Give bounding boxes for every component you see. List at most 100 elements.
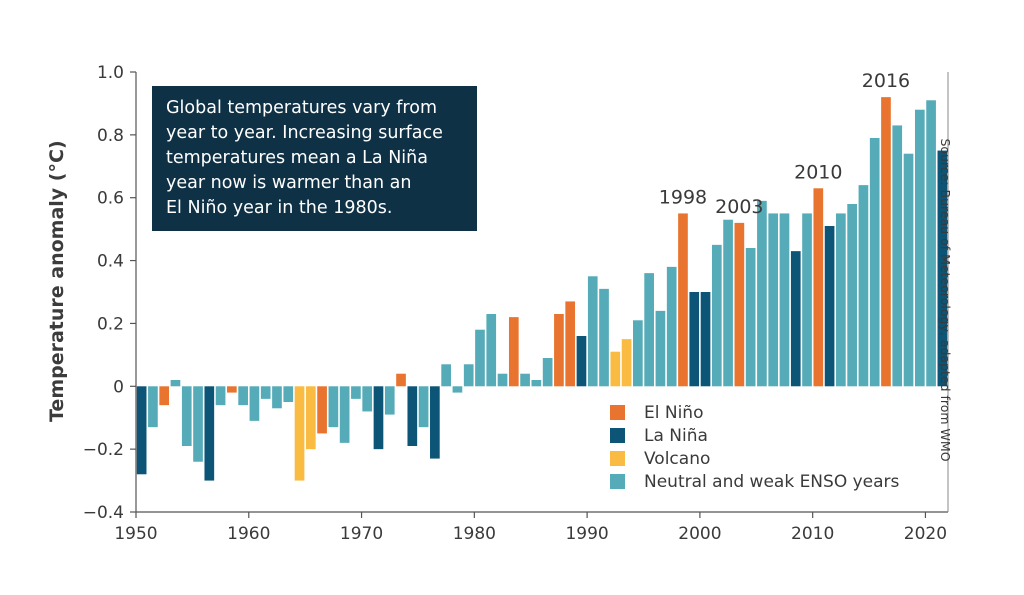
legend-label-neutral: Neutral and weak ENSO years — [644, 471, 900, 492]
bar-1969 — [351, 386, 361, 399]
x-tick-label: 1960 — [227, 524, 270, 544]
x-tick-label: 2000 — [678, 524, 721, 544]
bar-2010 — [813, 188, 824, 387]
bar-2004 — [745, 248, 756, 387]
annotation-box: Global temperatures vary from year to ye… — [152, 86, 477, 231]
bar-1996 — [655, 310, 666, 387]
legend: El Niño La Niña Volcano Neutral and weak… — [610, 401, 940, 493]
legend-item-neutral: Neutral and weak ENSO years — [610, 470, 940, 493]
bar-1976 — [430, 386, 440, 459]
bar-1995 — [644, 273, 654, 387]
bars-layer — [136, 97, 948, 481]
bar-1961 — [260, 386, 271, 399]
x-tick-label: 1990 — [565, 524, 608, 544]
legend-swatch-elnino — [610, 405, 625, 420]
bar-1992 — [610, 351, 621, 387]
bar-1964 — [294, 386, 305, 481]
bar-2019 — [914, 109, 925, 387]
bar-2012 — [836, 213, 846, 387]
bar-1985 — [531, 380, 542, 387]
bar-1994 — [633, 320, 643, 387]
bar-1965 — [305, 386, 316, 450]
y-tick-label: 0.2 — [97, 314, 124, 334]
bar-2005 — [757, 200, 767, 387]
bar-2014 — [858, 185, 869, 387]
bar-1950 — [136, 386, 147, 475]
bar-1967 — [328, 386, 339, 428]
y-axis-label: Temperature anomaly (°C) — [46, 140, 68, 422]
bar-2017 — [892, 125, 903, 387]
bar-2003 — [734, 222, 745, 387]
bar-2009 — [802, 213, 812, 387]
bar-1959 — [238, 386, 248, 406]
bar-1971 — [373, 386, 384, 450]
bar-2000 — [700, 292, 711, 387]
bar-2008 — [790, 251, 801, 387]
y-tick-label: −0.2 — [83, 440, 124, 460]
bar-1978 — [452, 386, 463, 393]
legend-item-elnino: El Niño — [610, 401, 940, 424]
bar-1999 — [689, 292, 700, 387]
year-labels-layer: 1998 2003 2010 2016 — [659, 70, 910, 218]
bar-1988 — [565, 301, 576, 387]
source-note: Source: Bureau of Meteorology, adapted f… — [938, 138, 953, 462]
bar-1970 — [362, 386, 373, 412]
y-tick-label: 1.0 — [97, 63, 124, 83]
bar-1998 — [678, 213, 688, 387]
legend-label-elnino: El Niño — [644, 402, 704, 423]
bar-1973 — [396, 373, 406, 387]
bar-1968 — [339, 386, 350, 443]
x-tick-label: 1970 — [340, 524, 383, 544]
bar-1954 — [181, 386, 192, 446]
bar-2015 — [869, 138, 880, 387]
bar-1990 — [587, 276, 598, 387]
bar-1981 — [486, 314, 497, 387]
bar-1963 — [283, 386, 294, 402]
year-label-1998: 1998 — [659, 186, 707, 208]
x-tick-label: 1980 — [453, 524, 496, 544]
bar-1984 — [520, 373, 530, 387]
bar-2016 — [881, 97, 891, 387]
bar-2007 — [779, 213, 790, 387]
year-label-2016: 2016 — [862, 70, 910, 92]
bar-2002 — [723, 219, 733, 387]
bar-2020 — [926, 100, 936, 387]
x-tick-label: 1950 — [114, 524, 157, 544]
y-tick-label: 0.8 — [97, 126, 124, 146]
y-tick-label: 0 — [113, 377, 124, 397]
bar-1983 — [508, 317, 519, 387]
bar-1951 — [148, 386, 158, 428]
bar-1957 — [215, 386, 226, 406]
bar-1986 — [542, 358, 553, 387]
bar-1960 — [249, 386, 260, 421]
bar-1966 — [317, 386, 327, 434]
bar-1989 — [576, 336, 587, 387]
bar-1958 — [227, 386, 237, 393]
x-tick-label: 2010 — [791, 524, 834, 544]
bar-1997 — [666, 266, 677, 387]
bar-1980 — [475, 329, 485, 387]
bar-1991 — [599, 288, 609, 387]
bar-1955 — [193, 386, 203, 462]
legend-item-lanina: La Niña — [610, 424, 940, 447]
x-tick-label: 2020 — [904, 524, 947, 544]
bar-1987 — [554, 314, 564, 387]
annotation-line: temperatures mean a La Niña — [166, 148, 428, 168]
annotation-line: El Niño year in the 1980s. — [166, 198, 393, 218]
legend-item-volcano: Volcano — [610, 447, 940, 470]
bar-1982 — [497, 373, 508, 387]
annotation-line: year to year. Increasing surface — [166, 123, 443, 143]
annotation-line: year now is warmer than an — [166, 173, 412, 193]
bar-2018 — [903, 153, 914, 387]
bar-1993 — [621, 339, 632, 387]
legend-swatch-neutral — [610, 474, 625, 489]
y-tick-label: −0.4 — [83, 503, 124, 523]
legend-swatch-lanina — [610, 428, 625, 443]
year-label-2003: 2003 — [715, 196, 763, 218]
annotation-line: Global temperatures vary from — [166, 98, 437, 118]
bar-1962 — [272, 386, 282, 409]
legend-swatch-volcano — [610, 451, 625, 466]
